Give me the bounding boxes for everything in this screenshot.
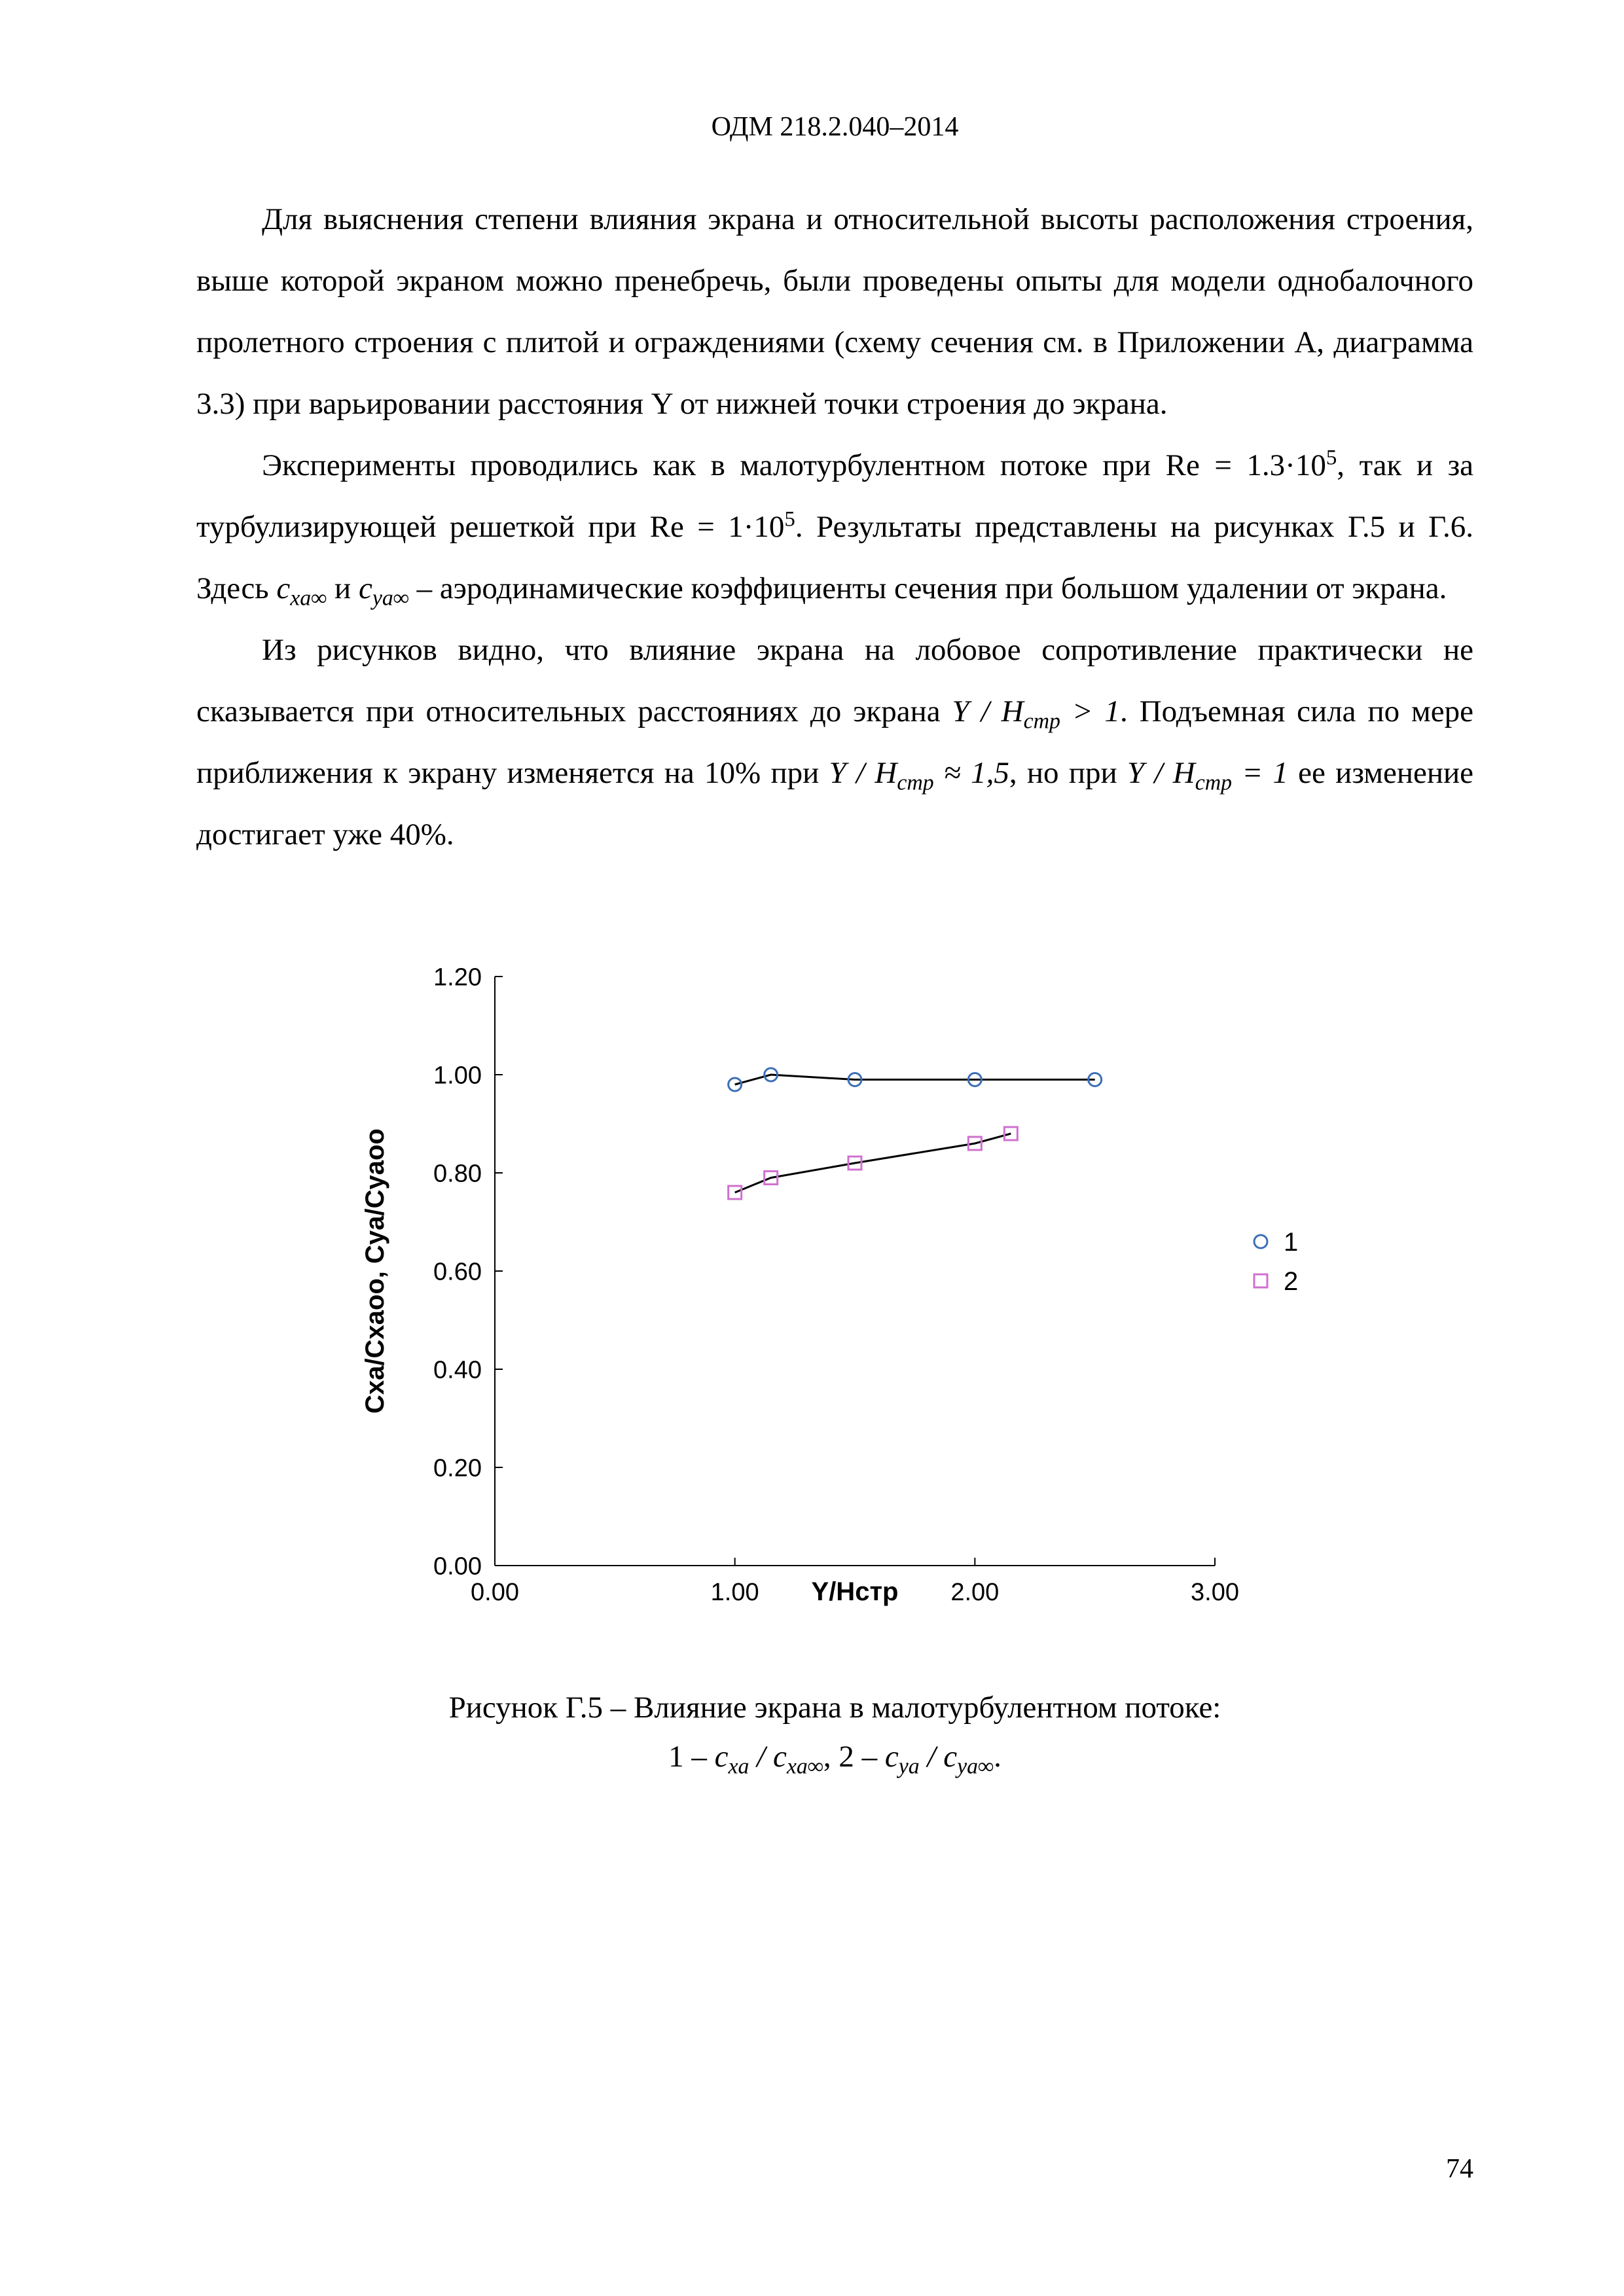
svg-text:1.20: 1.20 [433, 963, 482, 991]
svg-text:2.00: 2.00 [950, 1579, 999, 1606]
svg-text:0.60: 0.60 [433, 1258, 482, 1285]
svg-text:1.00: 1.00 [433, 1062, 482, 1089]
svg-text:2: 2 [1284, 1267, 1298, 1296]
svg-text:1.00: 1.00 [710, 1579, 759, 1606]
svg-text:0.80: 0.80 [433, 1160, 482, 1187]
paragraph-1: Для выяснения степени влияния экрана и о… [196, 188, 1473, 435]
svg-text:0.20: 0.20 [433, 1454, 482, 1482]
paragraph-3: Из рисунков видно, что влияние экрана на… [196, 619, 1473, 865]
svg-text:Y/Hстр: Y/Hстр [811, 1577, 898, 1606]
chart-svg: 0.00 0.20 0.40 0.60 0.80 1.00 1.20 0.00 1.00 2.00… [279, 950, 1392, 1670]
svg-text:0.00: 0.00 [471, 1579, 519, 1606]
page-number: 74 [1446, 2153, 1473, 2185]
figure-caption: Рисунок Г.5 – Влияние экрана в малотурбу… [196, 1683, 1473, 1782]
svg-text:0.00: 0.00 [433, 1552, 482, 1580]
doc-header: ОДМ 218.2.040–2014 [196, 111, 1473, 143]
svg-text:0.40: 0.40 [433, 1356, 482, 1384]
svg-text:1: 1 [1284, 1228, 1298, 1257]
paragraph-2: Эксперименты проводились как в малотурбу… [196, 435, 1473, 619]
figure-g5: 0.00 0.20 0.40 0.60 0.80 1.00 1.20 0.00 1.00 2.00… [196, 950, 1473, 1670]
svg-text:3.00: 3.00 [1191, 1579, 1239, 1606]
svg-text:Cxa/Cxaoo, Cya/Cyaoo: Cxa/Cxaoo, Cya/Cyaoo [361, 1128, 389, 1414]
doc-code: ОДМ 218.2.040–2014 [712, 112, 959, 142]
